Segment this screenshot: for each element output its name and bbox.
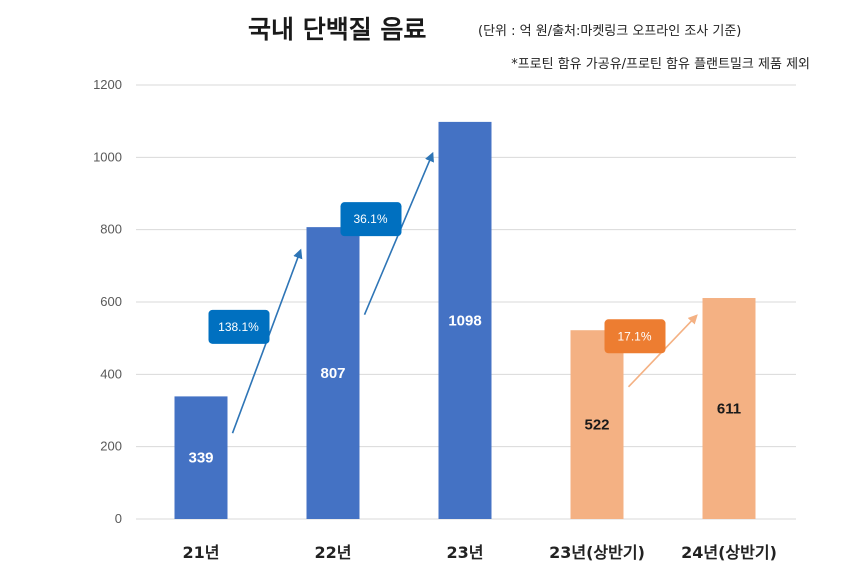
x-category-label: 24년(상반기): [681, 543, 777, 562]
growth-badge: [604, 319, 666, 354]
growth-badges: 138.1% 36.1% 17.1%: [208, 202, 666, 354]
unit-source-note: (단위 : 억 원/출처:마켓링크 오프라인 조사 기준): [478, 24, 742, 39]
bars: [174, 121, 756, 519]
bar: [174, 396, 228, 519]
bar: [306, 227, 360, 519]
exclusion-note: *프로틴 함유 가공유/프로틴 함유 플랜트밀크 제품 제외: [511, 57, 810, 72]
bar-value-label: 1098: [448, 312, 481, 329]
bar-value-label: 522: [584, 417, 609, 434]
bar-value-label: 807: [320, 365, 345, 382]
y-tick-label: 1000: [93, 149, 122, 164]
bar: [438, 121, 492, 519]
bar-value-label: 611: [717, 401, 741, 418]
x-category-label: 23년(상반기): [549, 543, 645, 562]
y-tick-label: 600: [100, 294, 122, 309]
x-category-label: 21년: [183, 543, 220, 562]
y-tick-label: 400: [100, 366, 122, 381]
growth-badge: [208, 309, 270, 344]
y-tick-label: 0: [115, 511, 122, 526]
growth-badge-label: 36.1%: [353, 212, 387, 226]
y-tick-label: 200: [100, 439, 122, 454]
x-axis-labels: 21년 22년 23년 23년(상반기) 24년(상반기): [183, 543, 777, 562]
growth-badge: [340, 202, 402, 237]
y-axis-ticks: 0 200 400 600 800 1000 1200: [93, 77, 122, 526]
x-category-label: 23년: [447, 543, 484, 562]
growth-badge-label: 17.1%: [617, 329, 651, 343]
chart-title: 국내 단백질 음료: [248, 15, 427, 44]
x-category-label: 22년: [315, 543, 352, 562]
y-tick-label: 1200: [93, 77, 122, 92]
value-labels: 339 807 1098 522 611: [188, 312, 741, 466]
growth-badge-label: 138.1%: [218, 320, 259, 334]
bar: [702, 298, 756, 519]
bar: [570, 330, 624, 519]
y-tick-label: 800: [100, 222, 122, 237]
bar-value-label: 339: [188, 450, 213, 467]
